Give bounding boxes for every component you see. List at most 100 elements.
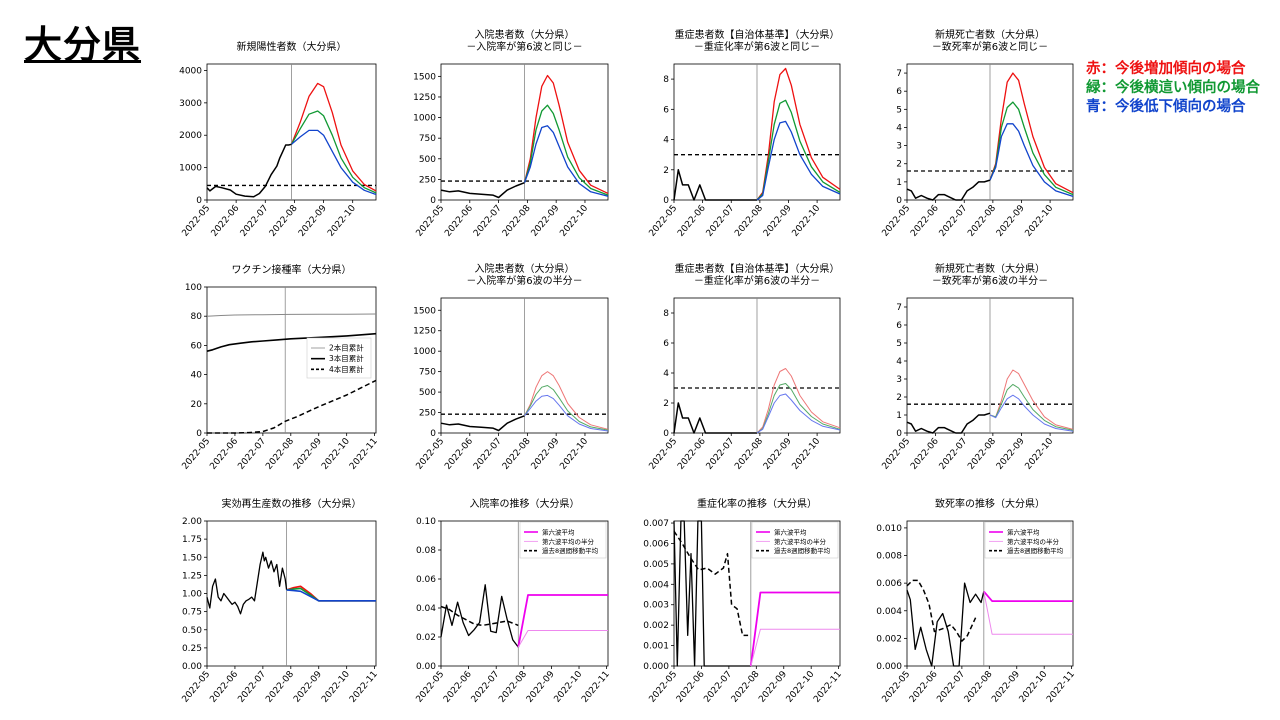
chart-title: 新規死亡者数（大分県） [935,262,1045,275]
y-tick-label: 0.001 [643,642,669,652]
legend-label: 2本目累計 [329,343,364,353]
legend-label: 過去8週間移動平均 [1007,546,1064,555]
series-line-4 [983,591,1073,635]
x-tick-label: 2022-05 [414,437,446,472]
x-tick-label: 2022-07 [472,437,504,472]
x-tick-label: 2022-06 [210,203,242,238]
x-tick-label: 2022-11 [580,670,612,705]
y-tick-label: 1500 [413,306,436,316]
x-tick-label: 2022-10 [1024,436,1056,471]
x-tick-label: 2022-07 [938,437,970,472]
chart-2: 入院患者数（大分県）－入院率が第6波と同じ－ 0 250 500 750 1000 1250… [413,28,609,239]
x-tick-label: 2022-11 [1045,670,1077,705]
series-line-2 [906,579,977,642]
y-tick-label: 3 [896,142,902,152]
chart-title: －重症化率が第6波の半分－ [694,274,820,287]
x-tick-label: 2022-09 [297,203,329,238]
legend-label: 4本目累計 [329,364,364,374]
x-tick-label: 2022-07 [239,204,271,239]
legend-label: 3本目累計 [329,353,364,363]
y-tick-label: 2 [663,399,669,409]
x-tick-label: 2022-05 [414,204,446,239]
y-tick-label: 2 [663,166,669,176]
y-tick-label: 0.06 [416,575,436,585]
x-tick-label: 2022-06 [676,436,708,471]
series-line-2 [524,371,609,430]
series-line-3 [989,101,1074,196]
plot-frame [206,286,377,434]
x-tick-label: 2022-05 [647,670,679,705]
y-tick-label: 1000 [413,114,436,124]
y-tick-label: 0.000 [876,662,902,672]
x-tick-label: 2022-08 [963,669,995,704]
y-tick-label: 7 [896,69,902,79]
y-tick-label: 250 [419,409,436,419]
scenario-legend-green: 緑：今後横這い傾向の場合 [1086,80,1260,96]
y-tick-label: 0.08 [416,546,436,556]
chart-title: 実効再生産数の推移（大分県） [222,497,362,510]
chart-title: －重症化率が第6波と同じ－ [694,40,820,53]
y-tick-label: 0 [196,196,202,206]
y-tick-label: 0 [663,196,669,206]
chart-title: ワクチン接種率（大分県） [232,263,352,276]
x-tick-label: 2022-05 [880,437,912,472]
series-line-4 [756,393,841,434]
x-tick-label: 2022-07 [702,670,734,705]
y-tick-label: 0.50 [182,626,202,636]
chart-title: 入院患者数（大分県） [475,262,575,275]
y-tick-label: 5 [896,339,902,349]
y-tick-label: 1000 [179,164,202,174]
y-tick-label: 40 [191,371,203,381]
y-tick-label: 0 [430,429,436,439]
x-tick-label: 2022-09 [530,203,562,238]
x-tick-label: 2022-05 [180,204,212,239]
legend-frame [751,521,839,559]
x-tick-label: 2022-09 [292,669,324,704]
x-tick-label: 2022-07 [705,437,737,472]
series-line-1 [673,169,757,201]
series-line-3 [524,385,609,431]
plot-frame [206,520,377,667]
x-tick-label: 2022-06 [208,436,240,471]
x-tick-label: 2022-10 [320,669,352,704]
y-tick-label: 0.10 [416,517,436,527]
x-tick-label: 2022-05 [880,670,912,705]
x-tick-label: 2022-10 [785,669,817,704]
series-line-3 [989,383,1074,431]
y-tick-label: 500 [419,155,436,165]
x-tick-label: 2022-11 [812,670,844,705]
chart-9: 実効再生産数の推移（大分県） 0.00 0.25 0.50 0.75 1.00 1.25 1.… [180,497,379,705]
x-tick-label: 2022-08 [264,669,296,704]
x-tick-label: 2022-11 [348,670,380,705]
x-tick-label: 2022-09 [995,203,1027,238]
scenario-legend-blue: 青：今後低下傾向の場合 [1086,99,1246,115]
x-tick-label: 2022-09 [292,436,324,471]
series-line-1 [906,179,991,201]
legend-label: 過去8週間移動平均 [774,546,831,555]
y-tick-label: 3 [896,375,902,385]
y-tick-label: 0 [430,196,436,206]
x-tick-label: 2022-10 [791,203,823,238]
y-tick-label: 0.04 [416,604,436,614]
x-tick-label: 2022-05 [180,670,212,705]
y-tick-label: 0.25 [182,644,202,654]
y-tick-label: 1.75 [182,535,202,545]
y-tick-label: 4000 [179,66,202,76]
chart-8: 新規死亡者数（大分県）－致死率が第6波の半分－012345672022-0520… [880,262,1074,472]
scenario-legend-red: 赤：今後増加傾向の場合 [1086,61,1246,77]
y-tick-label: 5 [896,105,902,115]
series-line-2 [756,368,841,434]
y-tick-label: 0 [663,429,669,439]
chart-title: 新規陽性者数（大分県） [237,40,347,53]
chart-title: －致死率が第6波と同じ－ [932,40,1048,53]
series-line-1 [206,143,292,198]
series-line-2 [756,67,841,201]
y-tick-label: 2 [896,160,902,170]
chart-6: 入院患者数（大分県）－入院率が第6波の半分－ 0 250 500 750 1000 1250… [413,262,609,472]
series-line-4 [523,125,609,197]
series-line-4 [286,589,376,602]
legend-label: 過去8週間移動平均 [542,546,599,555]
y-tick-label: 0.006 [876,579,902,589]
y-tick-label: 1 [896,178,902,188]
